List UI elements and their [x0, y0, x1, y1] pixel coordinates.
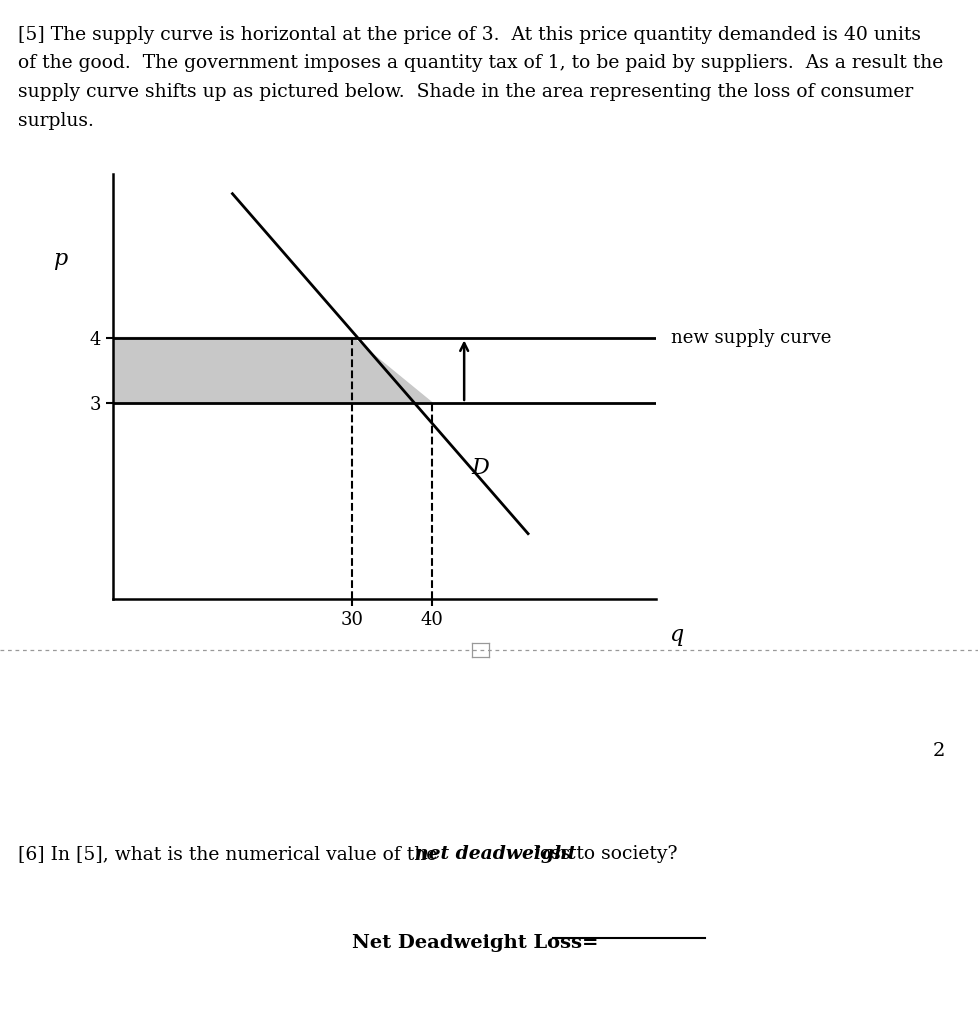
Text: q: q	[668, 624, 683, 646]
Polygon shape	[112, 338, 431, 402]
Text: surplus.: surplus.	[18, 112, 94, 130]
Text: p: p	[54, 248, 67, 270]
Text: [5] The supply curve is horizontal at the price of 3.  At this price quantity de: [5] The supply curve is horizontal at th…	[18, 26, 919, 44]
Text: 2: 2	[931, 742, 944, 761]
Text: Net Deadweight Loss=: Net Deadweight Loss=	[352, 934, 599, 952]
Text: net deadweight: net deadweight	[414, 845, 575, 863]
Text: new supply curve: new supply curve	[670, 329, 830, 346]
Text: D: D	[470, 458, 489, 479]
Text: supply curve shifts up as pictured below.  Shade in the area representing the lo: supply curve shifts up as pictured below…	[18, 83, 911, 101]
Text: loss to society?: loss to society?	[527, 845, 677, 863]
Text: of the good.  The government imposes a quantity tax of 1, to be paid by supplier: of the good. The government imposes a qu…	[18, 54, 942, 73]
Text: [6] In [5], what is the numerical value of the: [6] In [5], what is the numerical value …	[18, 845, 442, 863]
